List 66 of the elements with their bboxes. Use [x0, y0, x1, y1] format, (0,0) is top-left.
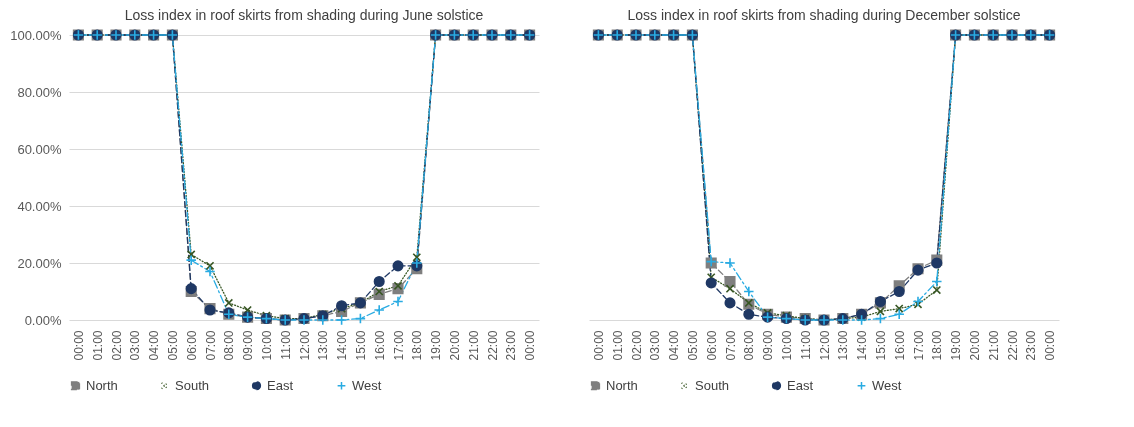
x-tick-label: 00:00 — [591, 330, 606, 361]
y-tick-label: 60.00% — [17, 141, 62, 157]
y-tick-label: 80.00% — [17, 84, 62, 100]
legend-label: East — [787, 377, 814, 393]
x-tick-label: 23:00 — [504, 330, 519, 361]
y-tick-label: 20.00% — [17, 255, 62, 271]
x-tick-label: 00:00 — [523, 330, 538, 361]
x-tick-label: 22:00 — [485, 330, 500, 361]
x-tick-label: 10:00 — [779, 330, 794, 361]
x-tick-label: 18:00 — [930, 330, 945, 361]
y-tick-label: 0.00% — [24, 312, 62, 328]
chart-title: Loss index in roof skirts from shading during December solstice — [627, 7, 1021, 24]
legend-label: West — [352, 377, 382, 393]
x-tick-label: 15:00 — [873, 330, 888, 361]
x-tick-label: 07:00 — [723, 330, 738, 361]
x-tick-label: 09:00 — [241, 330, 256, 361]
x-tick-label: 04:00 — [147, 330, 162, 361]
x-tick-label: 19:00 — [949, 330, 964, 361]
x-tick-label: 14:00 — [855, 330, 870, 361]
x-tick-label: 16:00 — [892, 330, 907, 361]
chart-title: Loss index in roof skirts from shading during June solstice — [124, 7, 484, 24]
x-tick-label: 20:00 — [967, 330, 982, 361]
x-tick-label: 21:00 — [466, 330, 481, 361]
y-tick-label: 100.00% — [10, 27, 62, 43]
x-tick-label: 23:00 — [1024, 330, 1039, 361]
x-tick-label: 02:00 — [109, 330, 124, 361]
x-tick-label: 05:00 — [685, 330, 700, 361]
x-tick-label: 15:00 — [353, 330, 368, 361]
x-tick-label: 04:00 — [667, 330, 682, 361]
legend-label: South — [175, 377, 209, 393]
x-tick-label: 06:00 — [184, 330, 199, 361]
x-tick-label: 12:00 — [297, 330, 312, 361]
x-tick-label: 13:00 — [836, 330, 851, 361]
x-tick-label: 17:00 — [911, 330, 926, 361]
y-tick-label: 40.00% — [17, 198, 62, 214]
x-tick-label: 09:00 — [761, 330, 776, 361]
x-tick-label: 13:00 — [316, 330, 331, 361]
x-tick-label: 16:00 — [372, 330, 387, 361]
legend-label: South — [695, 377, 729, 393]
x-tick-label: 00:00 — [1043, 330, 1058, 361]
legend-label: East — [267, 377, 294, 393]
x-tick-label: 18:00 — [410, 330, 425, 361]
x-tick-label: 20:00 — [447, 330, 462, 361]
x-tick-label: 12:00 — [817, 330, 832, 361]
x-tick-label: 19:00 — [429, 330, 444, 361]
legend-label: West — [872, 377, 902, 393]
x-tick-label: 17:00 — [391, 330, 406, 361]
x-tick-label: 01:00 — [90, 330, 105, 361]
legend-label: North — [86, 377, 118, 393]
x-tick-label: 11:00 — [798, 330, 813, 360]
x-tick-label: 02:00 — [629, 330, 644, 361]
x-tick-label: 14:00 — [335, 330, 350, 361]
x-tick-label: 01:00 — [610, 330, 625, 361]
x-tick-label: 11:00 — [278, 330, 293, 360]
x-tick-label: 06:00 — [704, 330, 719, 361]
x-tick-label: 00:00 — [71, 330, 86, 361]
x-tick-label: 10:00 — [259, 330, 274, 361]
x-tick-label: 07:00 — [203, 330, 218, 361]
x-tick-label: 05:00 — [165, 330, 180, 361]
legend-label: North — [606, 377, 638, 393]
x-tick-label: 03:00 — [128, 330, 143, 361]
x-tick-label: 22:00 — [1005, 330, 1020, 361]
x-tick-label: 21:00 — [986, 330, 1001, 361]
x-tick-label: 03:00 — [648, 330, 663, 361]
x-tick-label: 08:00 — [742, 330, 757, 361]
x-tick-label: 08:00 — [222, 330, 237, 361]
